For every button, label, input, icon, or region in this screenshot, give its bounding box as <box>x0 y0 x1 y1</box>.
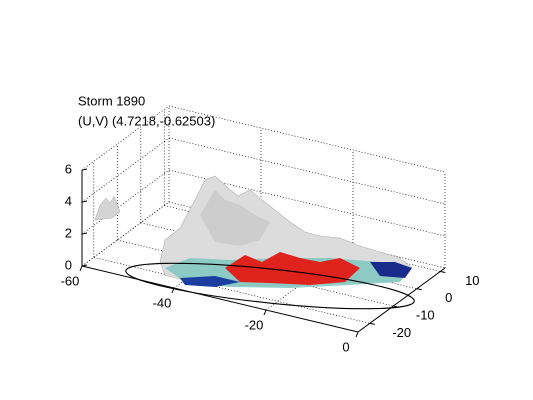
y-axis <box>357 267 446 333</box>
z-tick <box>81 200 88 203</box>
x-tick <box>355 331 359 338</box>
y-tick-label: -20 <box>392 325 411 340</box>
x-tick-label: -20 <box>245 317 264 332</box>
grid-line <box>168 105 446 173</box>
surface-low <box>370 262 412 278</box>
z-tick-label: 2 <box>65 225 72 240</box>
grid-line <box>81 169 170 235</box>
z-tick-label: 0 <box>65 257 72 272</box>
x-tick-label: 0 <box>342 339 349 354</box>
y-tick-label: 0 <box>445 290 452 305</box>
surface-fragment <box>94 195 121 221</box>
x-tick-label: -60 <box>61 273 80 288</box>
storm-surface <box>94 175 415 310</box>
surface-low <box>180 276 240 287</box>
grid-line <box>168 169 446 237</box>
z-tick <box>81 168 88 171</box>
x-tick <box>263 309 267 316</box>
grid-line <box>93 257 370 324</box>
z-tick <box>81 264 88 267</box>
y-tick-label: 10 <box>465 273 479 288</box>
z-tick-label: 6 <box>65 161 72 176</box>
z-tick <box>81 232 88 235</box>
y-tick <box>369 322 375 325</box>
y-tick <box>416 288 422 291</box>
x-axis <box>81 265 359 333</box>
x-tick-label: -40 <box>153 295 172 310</box>
chart-title: Storm 1890 <box>78 93 145 108</box>
z-tick-label: 4 <box>65 193 72 208</box>
grid-line <box>168 137 446 205</box>
grid-line <box>81 137 170 203</box>
chart-subtitle: (U,V) (4.7218,-0.62503) <box>78 113 215 128</box>
x-tick <box>79 265 83 272</box>
storm-track <box>125 262 415 310</box>
surface-shade <box>200 190 270 246</box>
y-tick <box>440 270 446 273</box>
y-tick-label: -10 <box>416 307 435 322</box>
surface-high <box>225 252 360 285</box>
grid-line <box>81 105 170 171</box>
grid-line <box>81 201 170 267</box>
